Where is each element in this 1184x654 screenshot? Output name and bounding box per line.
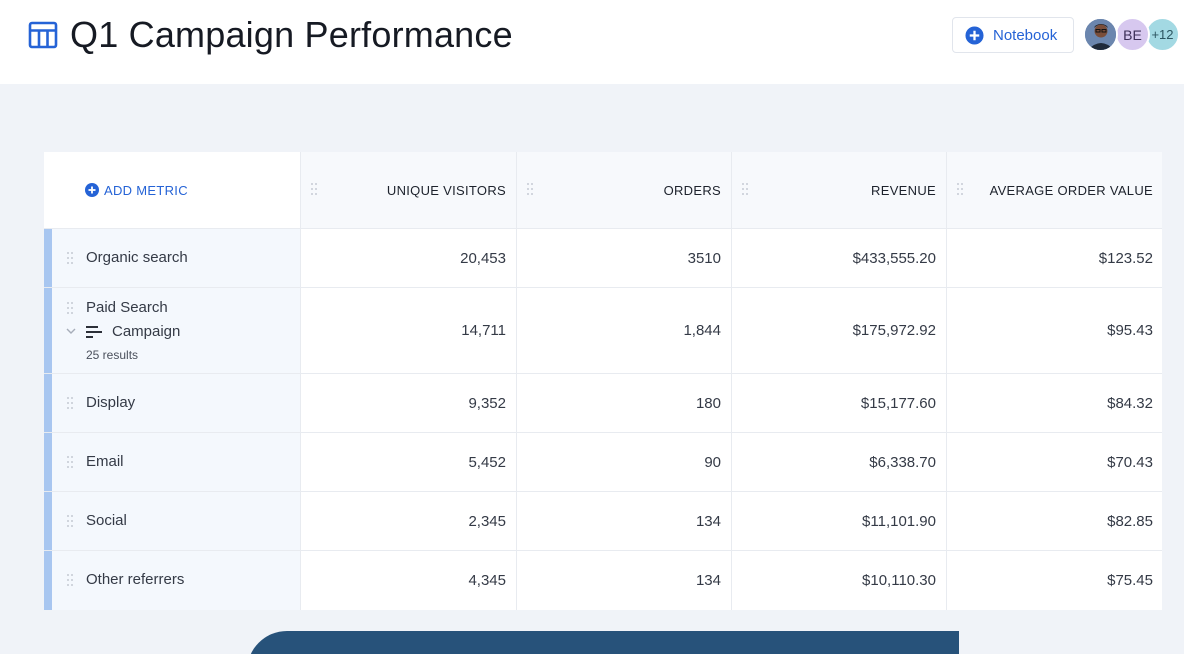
notebook-button[interactable]: Notebook — [952, 17, 1074, 53]
notebook-button-label: Notebook — [993, 26, 1058, 44]
column-header-label: UNIQUE VISITORS — [386, 182, 506, 198]
column-header-revenue[interactable]: REVENUE — [732, 152, 947, 228]
avatar[interactable] — [1083, 17, 1118, 52]
drag-handle-icon[interactable] — [742, 183, 748, 195]
drag-handle-icon[interactable] — [527, 183, 533, 195]
drag-handle-icon[interactable] — [67, 397, 73, 409]
drag-handle-icon[interactable] — [67, 515, 73, 527]
dimension-label: Email — [86, 453, 124, 470]
drag-handle-icon[interactable] — [67, 252, 73, 264]
metric-value: 134 — [517, 492, 732, 550]
metric-value: 134 — [517, 551, 732, 610]
metric-value: $175,972.92 — [732, 288, 947, 373]
metric-value: $15,177.60 — [732, 374, 947, 432]
metric-value: 5,452 — [301, 433, 517, 491]
collaborator-avatars: BE +12 — [1083, 17, 1183, 53]
table-row[interactable]: Email 5,452 90 $6,338.70 $70.43 — [44, 433, 1162, 492]
table-row[interactable]: Paid Search Campaign 25 results 14,711 1… — [44, 288, 1162, 374]
add-metric-label: ADD METRIC — [104, 182, 188, 198]
metric-value: 4,345 — [301, 551, 517, 610]
table-row[interactable]: Organic search 20,453 3510 $433,555.20 $… — [44, 229, 1162, 288]
column-header-average-order-value[interactable]: AVERAGE ORDER VALUE — [947, 152, 1162, 228]
metric-value: $84.32 — [1107, 394, 1153, 412]
column-header-orders[interactable]: ORDERS — [517, 152, 732, 228]
dimension-indicator — [44, 551, 52, 610]
drag-handle-icon[interactable] — [311, 183, 317, 195]
dimension-label: Display — [86, 394, 136, 411]
table-row[interactable]: Display 9,352 180 $15,177.60 $84.32 — [44, 374, 1162, 433]
column-header-label: REVENUE — [871, 182, 936, 198]
breakdown-dimension[interactable]: Campaign — [86, 323, 180, 340]
metric-value: 180 — [517, 374, 732, 432]
table-header-row: ADD METRIC UNIQUE VISITORS ORDERS REVENU… — [44, 152, 1162, 229]
metric-value: $433,555.20 — [732, 229, 947, 287]
table-row[interactable]: Social 2,345 134 $11,101.90 $82.85 — [44, 492, 1162, 551]
dimension-label: Paid Search — [86, 299, 168, 316]
results-count: 25 results — [86, 348, 139, 362]
dimension-label: Social — [86, 512, 127, 529]
metric-value: 9,352 — [301, 374, 517, 432]
chevron-down-icon[interactable] — [66, 327, 76, 335]
dimension-cell[interactable]: Social — [44, 492, 301, 550]
avatar-more-count[interactable]: +12 — [1145, 17, 1180, 52]
column-header-unique-visitors[interactable]: UNIQUE VISITORS — [301, 152, 517, 228]
table-row[interactable]: Other referrers 4,345 134 $10,110.30 $75… — [44, 551, 1162, 610]
metric-value: 14,711 — [301, 288, 517, 373]
dimension-indicator — [44, 433, 52, 491]
dimension-label: Organic search — [86, 249, 188, 266]
breakdown-bars-icon — [86, 325, 102, 338]
metric-value: 1,844 — [517, 288, 732, 373]
metric-value: 2,345 — [301, 492, 517, 550]
column-header-label: ORDERS — [663, 182, 721, 198]
table-icon — [28, 21, 58, 49]
page-title: Q1 Campaign Performance — [70, 14, 513, 55]
dimension-cell[interactable]: Display — [44, 374, 301, 432]
metric-value: $82.85 — [1107, 512, 1153, 530]
column-header-label: AVERAGE ORDER VALUE — [989, 182, 1153, 198]
breakdown-label: Campaign — [112, 323, 181, 340]
metric-value: $95.43 — [1107, 322, 1153, 339]
drag-handle-icon[interactable] — [67, 456, 73, 468]
add-metric-cell: ADD METRIC — [44, 152, 301, 228]
metric-value: $75.45 — [1107, 572, 1153, 589]
metric-value: $11,101.90 — [732, 492, 947, 550]
dimension-cell[interactable]: Other referrers — [44, 551, 301, 610]
metric-value: $10,110.30 — [732, 551, 947, 610]
page-header: Q1 Campaign Performance Notebook BE +12 — [0, 0, 1184, 84]
user-photo-icon — [1085, 19, 1116, 50]
dimension-cell[interactable]: Email — [44, 433, 301, 491]
drag-handle-icon[interactable] — [67, 574, 73, 586]
metric-value: 3510 — [517, 229, 732, 287]
metric-value: 90 — [517, 433, 732, 491]
metric-value: 20,453 — [301, 229, 517, 287]
avatar-be[interactable]: BE — [1115, 17, 1150, 52]
bottom-panel — [247, 631, 959, 654]
metric-value: $70.43 — [1107, 453, 1153, 471]
metric-value: $6,338.70 — [732, 433, 947, 491]
dimension-indicator — [44, 374, 52, 432]
drag-handle-icon[interactable] — [67, 302, 73, 314]
dimension-label: Other referrers — [86, 571, 185, 588]
metrics-table: ADD METRIC UNIQUE VISITORS ORDERS REVENU… — [44, 152, 1162, 610]
add-metric-button[interactable]: ADD METRIC — [85, 183, 188, 198]
metric-value: $123.52 — [1098, 249, 1153, 267]
dimension-indicator — [44, 492, 52, 550]
plus-circle-icon — [965, 25, 984, 45]
drag-handle-icon[interactable] — [957, 183, 963, 195]
title-area: Q1 Campaign Performance — [28, 14, 513, 56]
dimension-cell[interactable]: Organic search — [44, 229, 301, 287]
dimension-indicator — [44, 229, 52, 287]
dimension-indicator — [44, 288, 52, 373]
plus-circle-icon — [85, 183, 99, 197]
dimension-cell[interactable]: Paid Search Campaign 25 results — [44, 288, 301, 373]
